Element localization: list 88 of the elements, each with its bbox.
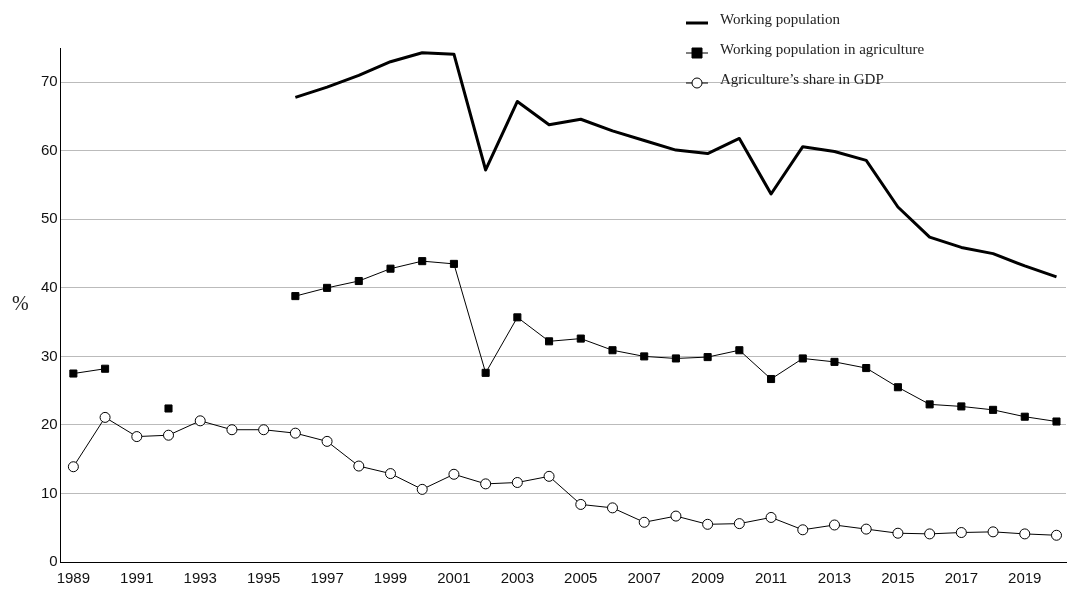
y-tick-label: 0 bbox=[49, 552, 58, 570]
point bbox=[1052, 417, 1061, 426]
x-tick-label: 2003 bbox=[500, 569, 535, 587]
x-tick-label: 2013 bbox=[817, 569, 852, 587]
x-tick-label: 2017 bbox=[944, 569, 979, 587]
point bbox=[765, 511, 777, 523]
y-tick-label: 20 bbox=[41, 415, 58, 433]
x-tick-label: 2019 bbox=[1008, 569, 1042, 587]
point bbox=[386, 264, 395, 273]
x-tick-label: 2015 bbox=[881, 569, 915, 587]
point bbox=[576, 334, 585, 343]
x-tick-label: 1995 bbox=[246, 569, 281, 587]
point bbox=[703, 353, 712, 362]
y-tick-label: 30 bbox=[41, 346, 58, 364]
point bbox=[101, 364, 110, 373]
point bbox=[164, 404, 173, 413]
point bbox=[957, 402, 966, 411]
point bbox=[163, 429, 175, 441]
point bbox=[828, 519, 840, 531]
point bbox=[513, 313, 522, 322]
x-tick-label: 2007 bbox=[627, 569, 661, 587]
point bbox=[671, 354, 680, 363]
point bbox=[989, 405, 998, 414]
point bbox=[955, 527, 967, 539]
x-tick-label: 1999 bbox=[373, 569, 408, 587]
point bbox=[798, 354, 807, 363]
point bbox=[385, 468, 396, 480]
x-tick-label: 2009 bbox=[690, 569, 725, 587]
point bbox=[862, 364, 871, 373]
point bbox=[480, 478, 492, 490]
legend-label: Working population in agriculture bbox=[720, 40, 925, 57]
y-tick-label: 50 bbox=[41, 209, 58, 227]
point bbox=[925, 400, 934, 409]
point bbox=[481, 368, 490, 377]
point bbox=[354, 276, 363, 286]
point bbox=[893, 383, 902, 392]
point bbox=[99, 411, 111, 423]
legend-label: Working population bbox=[720, 10, 841, 27]
point bbox=[892, 527, 904, 539]
y-tick-label: 40 bbox=[41, 278, 58, 296]
point bbox=[640, 352, 649, 361]
point bbox=[258, 424, 270, 436]
point bbox=[1020, 412, 1029, 421]
x-tick-label: 1997 bbox=[310, 569, 344, 587]
x-tick-label: 1991 bbox=[120, 569, 154, 587]
point bbox=[194, 415, 206, 427]
point bbox=[830, 357, 839, 366]
point bbox=[416, 483, 428, 495]
point bbox=[131, 431, 143, 443]
point bbox=[608, 346, 617, 355]
legend-label: Agriculture’s share in GDP bbox=[720, 70, 884, 87]
x-tick-label: 1993 bbox=[183, 569, 217, 587]
point bbox=[735, 346, 744, 355]
point bbox=[67, 461, 79, 473]
point bbox=[607, 502, 618, 514]
point bbox=[670, 510, 682, 522]
point bbox=[797, 524, 809, 536]
point bbox=[448, 468, 460, 480]
point bbox=[291, 292, 300, 301]
point bbox=[226, 424, 238, 436]
point bbox=[575, 498, 587, 510]
y-axis-title: % bbox=[12, 292, 29, 315]
point bbox=[733, 518, 745, 530]
point bbox=[702, 518, 714, 530]
y-tick-label: 60 bbox=[41, 140, 58, 158]
point bbox=[767, 374, 776, 384]
point bbox=[69, 369, 78, 378]
y-tick-label: 70 bbox=[41, 72, 58, 90]
point bbox=[321, 435, 333, 447]
point bbox=[638, 516, 650, 528]
x-tick-label: 2005 bbox=[564, 569, 598, 587]
point bbox=[323, 283, 332, 292]
point bbox=[924, 528, 936, 540]
x-tick-label: 1989 bbox=[56, 569, 91, 587]
point bbox=[418, 257, 427, 266]
x-tick-label: 2001 bbox=[437, 569, 471, 587]
x-tick-label: 2011 bbox=[754, 569, 788, 587]
point bbox=[545, 337, 554, 346]
point bbox=[860, 523, 872, 535]
point bbox=[449, 259, 458, 268]
point bbox=[1050, 529, 1062, 541]
point bbox=[543, 470, 555, 482]
point bbox=[289, 427, 301, 439]
point bbox=[987, 526, 999, 538]
point bbox=[511, 477, 523, 488]
y-tick-label: 10 bbox=[41, 483, 58, 501]
point bbox=[353, 460, 365, 472]
point bbox=[1019, 528, 1031, 540]
